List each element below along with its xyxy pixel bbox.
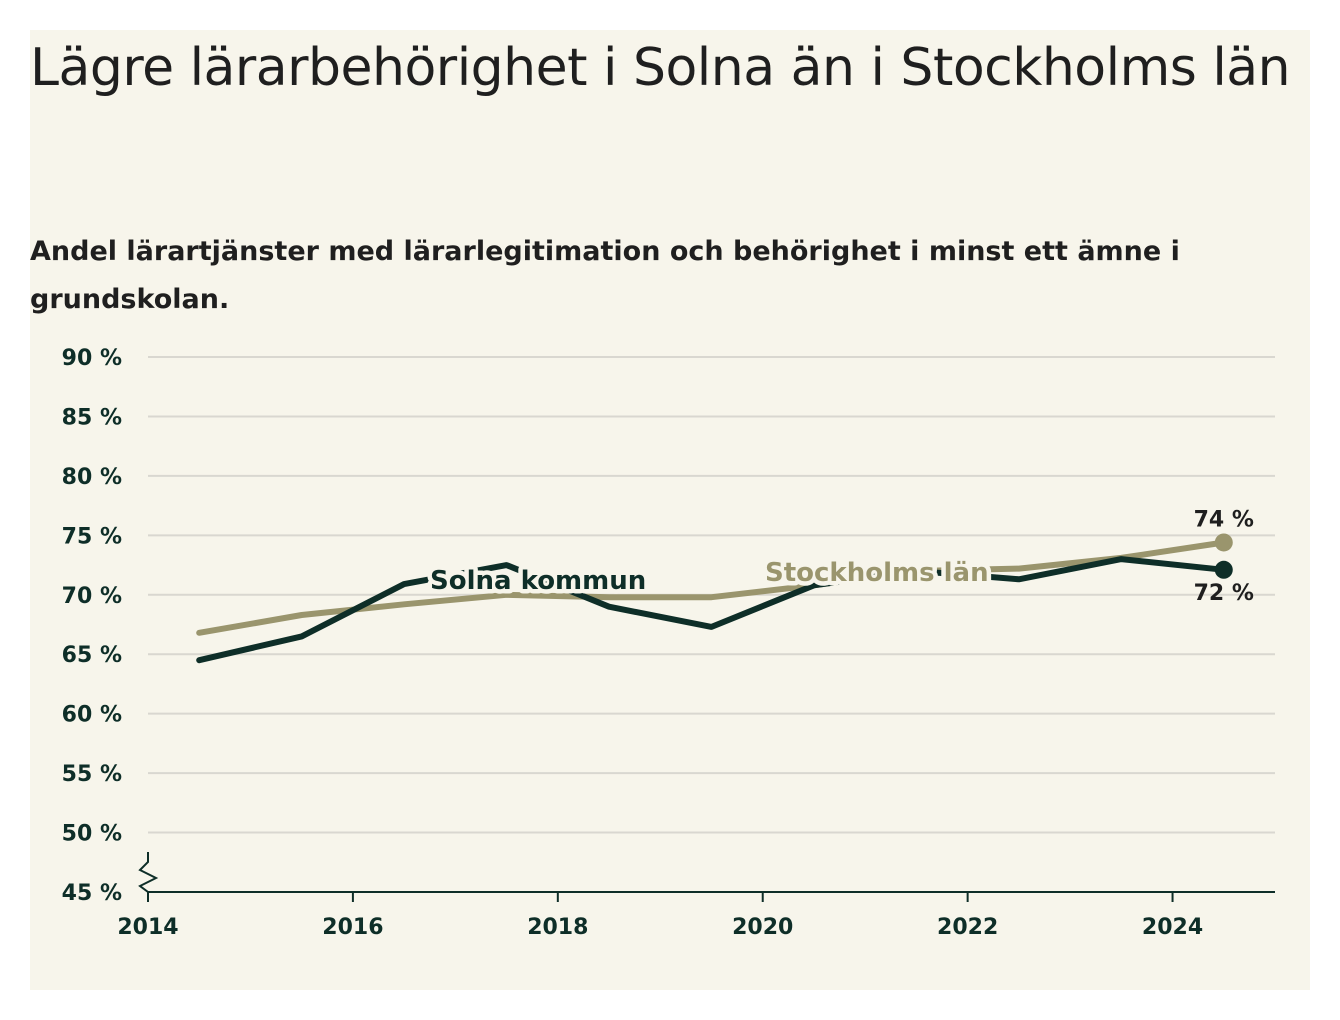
y-tick-label: 65 % [62, 643, 122, 668]
series-line-solna [196, 556, 1227, 664]
y-tick-label: 70 % [62, 584, 122, 609]
y-tick-label: 90 % [62, 346, 122, 371]
series-line-stockholm [196, 539, 1227, 636]
chart-card: Lägre lärarbehörighet i Solna än i Stock… [30, 30, 1310, 990]
end-points: 72 % 74 % [1194, 507, 1254, 605]
series-label-stockholm: Stockholms län [765, 558, 989, 588]
y-tick-label: 80 % [62, 465, 122, 490]
series-label-solna: Solna kommun [430, 566, 646, 596]
y-tick-label: 85 % [62, 405, 122, 430]
end-point-stockholm [1214, 533, 1233, 552]
series-labels: Solna kommun Stockholms län [426, 554, 994, 601]
y-tick-label: 60 % [62, 703, 122, 728]
x-tick-label: 2020 [732, 915, 793, 940]
x-tick-label: 2024 [1142, 915, 1203, 940]
y-axis-labels: 45 % 50 % 55 % 60 % 65 % 70 % 75 % 80 % 85 % 90 % [62, 346, 122, 906]
axis-break-icon [138, 852, 159, 893]
x-tick-label: 2016 [322, 915, 383, 940]
x-tick-label: 2018 [527, 915, 588, 940]
x-axis: 2014 2016 2018 2020 2022 2024 [117, 852, 1275, 940]
x-tick-label: 2014 [117, 915, 178, 940]
end-point-solna [1214, 560, 1233, 579]
y-tick-label: 55 % [62, 762, 122, 787]
x-tick-label: 2022 [937, 915, 998, 940]
series-lines [196, 539, 1227, 664]
end-label-solna: 72 % [1194, 581, 1254, 606]
y-tick-label: 50 % [62, 822, 122, 847]
y-tick-label: 75 % [62, 524, 122, 549]
chart-title: Lägre lärarbehörighet i Solna än i Stock… [30, 38, 1291, 98]
y-tick-label: 45 % [62, 881, 122, 906]
chart-subtitle: Andel lärartjänster med lärarlegitimatio… [30, 236, 1180, 315]
line-chart: 45 % 50 % 55 % 60 % 65 % 70 % 75 % 80 % 85 % 90 %… [62, 346, 1275, 940]
end-label-stockholm: 74 % [1194, 507, 1254, 532]
